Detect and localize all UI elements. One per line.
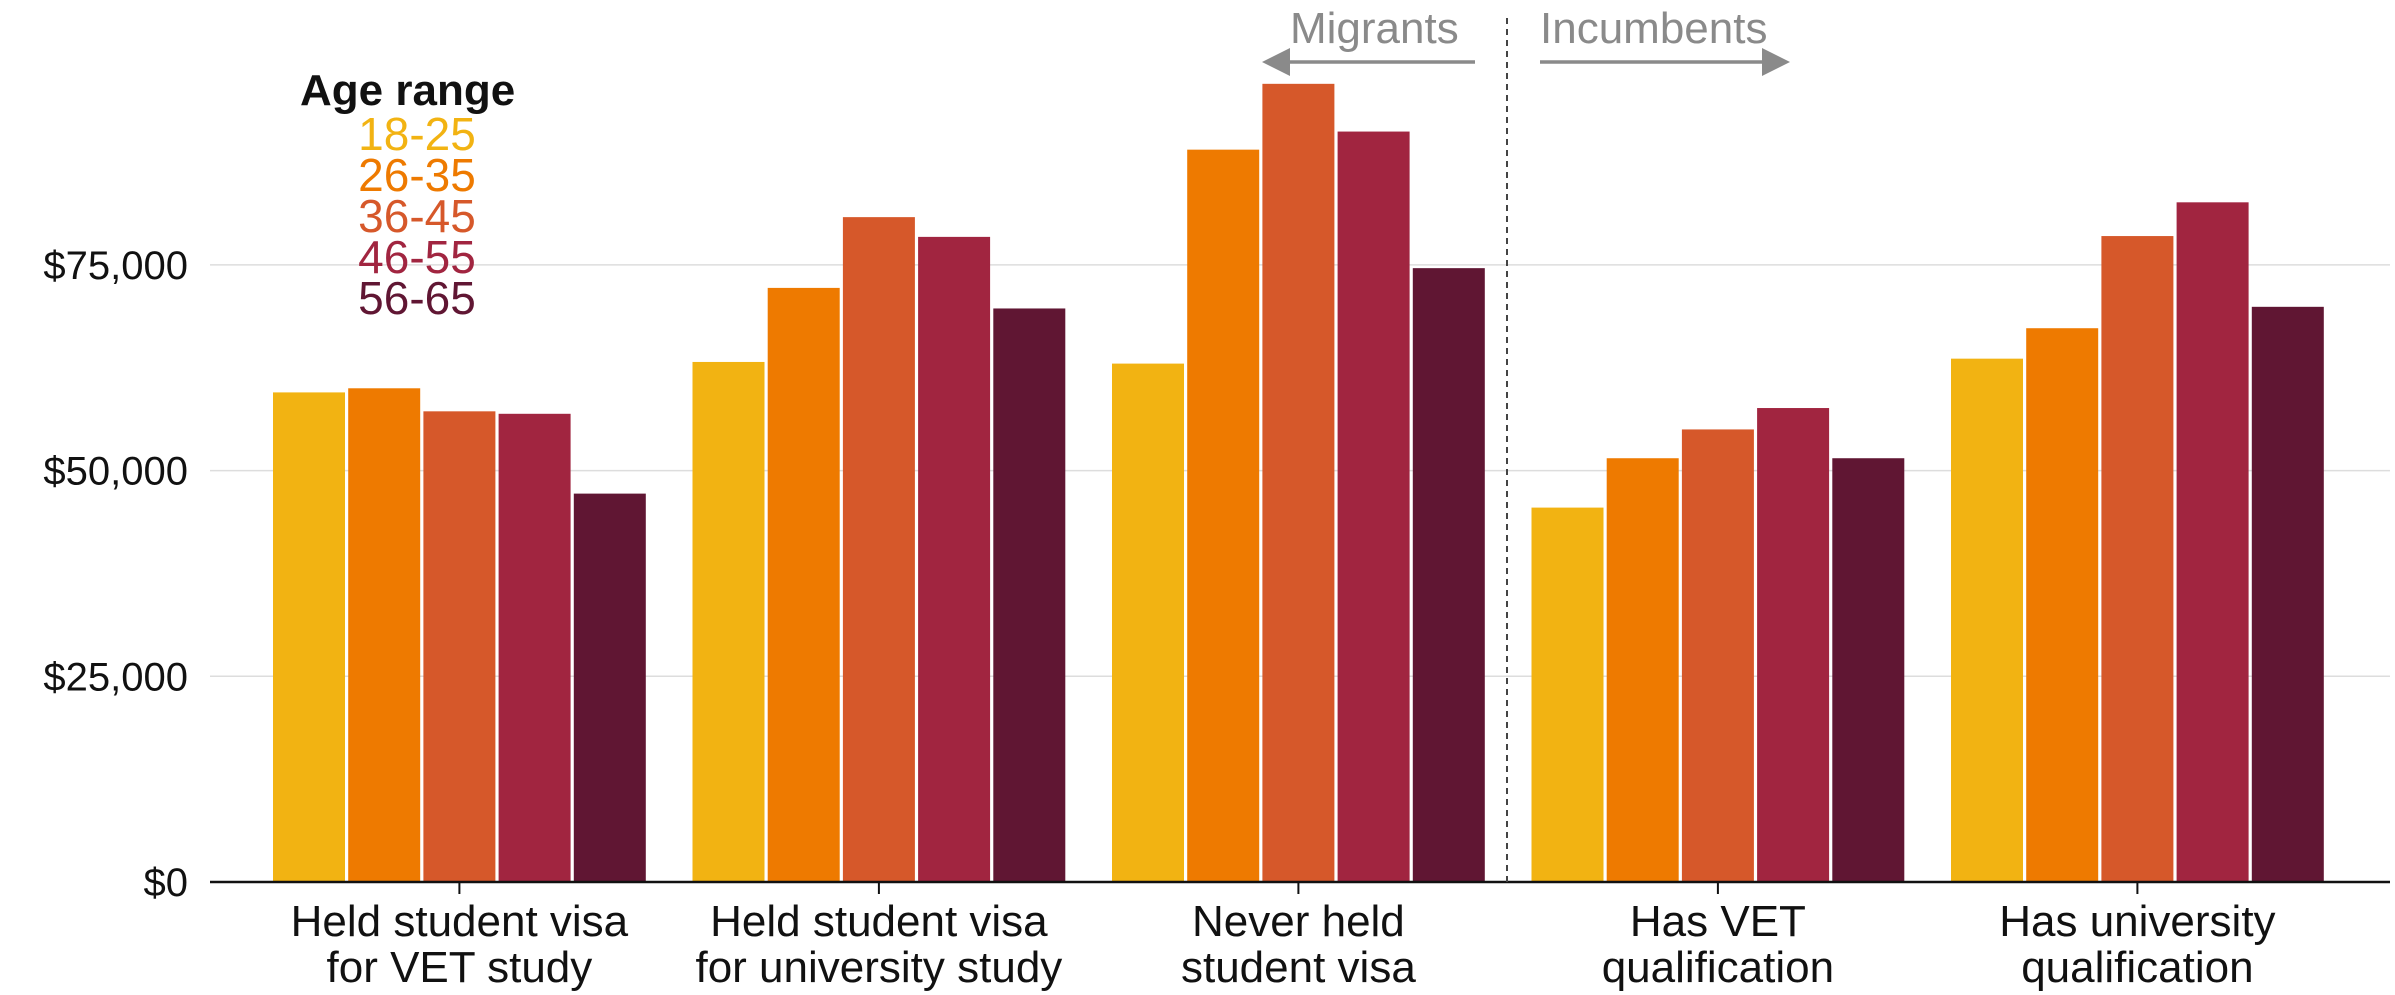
incumbents-arrow-head	[1762, 48, 1790, 76]
migrants-arrow-head	[1262, 48, 1290, 76]
bar	[1262, 83, 1335, 883]
x-tick-label: Has VET qualification	[1602, 897, 1834, 992]
y-tick-labels: $0 $25,000 $50,000 $75,000	[43, 244, 188, 905]
x-tick-label: Has university qualification	[1999, 897, 2275, 992]
bar	[842, 217, 915, 883]
legend-entry: 36-45	[358, 190, 476, 242]
bar	[2176, 202, 2249, 882]
legend-entry: 46-55	[358, 231, 476, 283]
bar	[1832, 458, 1905, 882]
incumbents-label: Incumbents	[1540, 4, 1767, 53]
bar	[1112, 363, 1184, 883]
y-tick-label: $50,000	[43, 450, 188, 494]
bar	[918, 236, 991, 882]
bar	[348, 388, 421, 882]
x-tick-label: Held student visa for university study	[695, 897, 1062, 992]
bar	[498, 413, 571, 882]
bar	[2026, 328, 2099, 882]
bar	[2251, 306, 2324, 882]
y-tick-label: $75,000	[43, 244, 188, 288]
bar	[1757, 408, 1830, 882]
bar	[767, 287, 840, 882]
bar	[273, 392, 345, 882]
bar	[423, 411, 496, 882]
migrants-label: Migrants	[1290, 4, 1459, 53]
x-tick-labels: Held student visa for VET study Held stude…	[291, 882, 2276, 992]
bar	[2101, 236, 2174, 883]
legend-entry: 26-35	[358, 149, 476, 201]
legend-title: Age range	[300, 66, 515, 115]
legend-entry: 56-65	[358, 272, 476, 324]
bar	[1412, 268, 1485, 882]
bar	[1531, 507, 1604, 882]
x-tick-label: Held student visa for VET study	[291, 897, 629, 992]
bar	[1951, 358, 2023, 883]
y-tick-label: $0	[144, 861, 189, 905]
bar	[1337, 131, 1410, 882]
bar	[573, 493, 646, 882]
bar	[993, 308, 1066, 882]
x-tick-label: Never held student visa	[1181, 897, 1416, 992]
y-tick-label: $25,000	[43, 655, 188, 699]
migrants-incumbents-annotation: Migrants Incumbents	[1262, 4, 1790, 882]
bar	[1187, 149, 1260, 882]
bar	[692, 361, 765, 882]
bars	[273, 83, 2324, 883]
bar	[1606, 458, 1679, 882]
legend-entry: 18-25	[358, 108, 476, 160]
bar	[1681, 429, 1754, 882]
